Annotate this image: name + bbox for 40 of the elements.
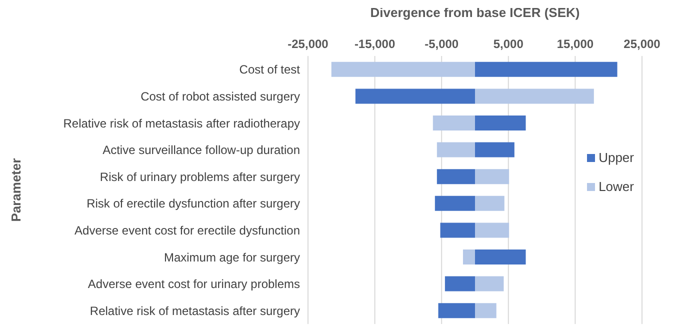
bar [331,62,475,77]
bar [462,249,475,264]
bar [444,276,475,292]
x-tick-label: 15,000 [556,37,594,51]
y-tick-label: Relative risk of metastasis after radiotherapy [63,116,300,130]
y-axis-title: Parameter [8,158,24,222]
bar [432,115,475,130]
bar [475,88,594,104]
y-tick-label: Risk of erectile dysfunction after surgery [86,196,300,211]
y-tick-label: Adverse event cost for erectile dysfunction [74,223,300,238]
bar [475,62,618,77]
legend-label: Upper [598,150,634,165]
bar [440,222,475,238]
x-tick-label: 25,000 [624,37,661,51]
y-tick-label: Relative risk of metastasis after surgery [90,304,300,318]
y-tick-label: Cost of test [239,62,301,77]
y-tick-label: Cost of robot assisted surgery [140,89,300,104]
y-tick-label: Adverse event cost for urinary problems [88,277,300,292]
bar [475,142,514,158]
x-tick-label: -25,000 [288,37,329,51]
x-axis-title: Divergence from base ICER (SEK) [370,5,580,20]
bar [436,142,475,158]
x-tick-label: 5,000 [493,37,524,51]
bar [475,249,526,264]
bar [475,222,510,238]
x-tick-label: -15,000 [354,37,396,51]
bar [475,115,526,130]
x-tick-label: -5,000 [424,37,459,51]
bar [436,169,475,184]
legend-label: Lower [598,179,634,194]
bar [438,303,475,318]
y-tick-label: Maximum age for surgery [164,250,300,264]
bar [475,196,504,211]
bar [434,196,475,211]
y-tick-label: Active surveillance follow-up duration [102,143,300,158]
bar [475,303,496,318]
bar [475,276,504,292]
y-tick-label: Risk of urinary problems after surgery [100,170,300,184]
bar [475,169,510,184]
bar [355,88,475,104]
